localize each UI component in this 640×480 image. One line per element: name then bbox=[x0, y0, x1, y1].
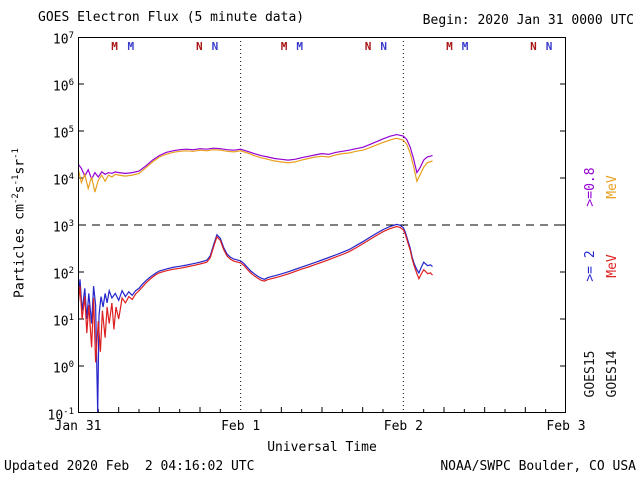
trace-goes14-0-8-mev bbox=[78, 137, 433, 193]
marker-letter-m: M bbox=[111, 40, 118, 53]
updated-timestamp: Updated 2020 Feb 2 04:16:02 UTC bbox=[4, 459, 255, 474]
page-title: GOES Electron Flux (5 minute data) bbox=[38, 10, 305, 25]
legend-label-2: >= 2 bbox=[583, 250, 598, 282]
y-tick-label: 100 bbox=[52, 360, 74, 377]
marker-letter-n: N bbox=[212, 40, 219, 53]
y-tick-label: 105 bbox=[52, 125, 74, 142]
x-tick-label: Feb 1 bbox=[221, 419, 261, 434]
marker-letter-n: N bbox=[546, 40, 553, 53]
trace-goes15-2-mev bbox=[78, 223, 433, 413]
legend-label-mev: MeV bbox=[605, 254, 620, 278]
y-tick-label: 104 bbox=[52, 172, 74, 189]
begin-timestamp: Begin: 2020 Jan 31 0000 UTC bbox=[422, 13, 634, 28]
y-tick-label: 10-1 bbox=[47, 407, 75, 424]
legend-label-goes15: GOES15 bbox=[583, 350, 598, 398]
x-tick-label: Jan 31 bbox=[54, 419, 102, 434]
y-axis-title-sup: -2 bbox=[11, 193, 21, 205]
y-axis-title-sup: -1 bbox=[11, 174, 21, 186]
marker-letter-n: N bbox=[365, 40, 372, 53]
plot-border bbox=[78, 37, 566, 413]
legend-label-goes14: GOES14 bbox=[605, 350, 620, 398]
marker-letter-m: M bbox=[462, 40, 469, 53]
x-axis-title: Universal Time bbox=[267, 440, 377, 455]
y-tick-label: 107 bbox=[52, 31, 74, 48]
y-tick-label: 102 bbox=[52, 266, 74, 283]
marker-letter-n: N bbox=[196, 40, 203, 53]
marker-letter-n: N bbox=[380, 40, 387, 53]
legend-label-mev: MeV bbox=[605, 175, 620, 199]
marker-letter-m: M bbox=[128, 40, 135, 53]
y-tick-label: 106 bbox=[52, 78, 74, 95]
marker-letter-m: M bbox=[296, 40, 303, 53]
x-tick-label: Feb 3 bbox=[546, 419, 586, 434]
y-tick-label: 103 bbox=[52, 219, 74, 236]
x-tick-label: Feb 2 bbox=[383, 419, 423, 434]
marker-letter-m: M bbox=[281, 40, 288, 53]
trace-goes15-0-8-mev bbox=[78, 133, 433, 181]
trace-goes14-2-mev bbox=[78, 225, 433, 363]
marker-letter-n: N bbox=[530, 40, 537, 53]
marker-letter-m: M bbox=[446, 40, 453, 53]
credit-text: NOAA/SWPC Boulder, CO USA bbox=[440, 459, 636, 474]
y-tick-label: 101 bbox=[52, 313, 74, 330]
legend-label-0-8: >=0.8 bbox=[583, 167, 598, 207]
y-axis-title-sup: -1 bbox=[11, 148, 21, 159]
